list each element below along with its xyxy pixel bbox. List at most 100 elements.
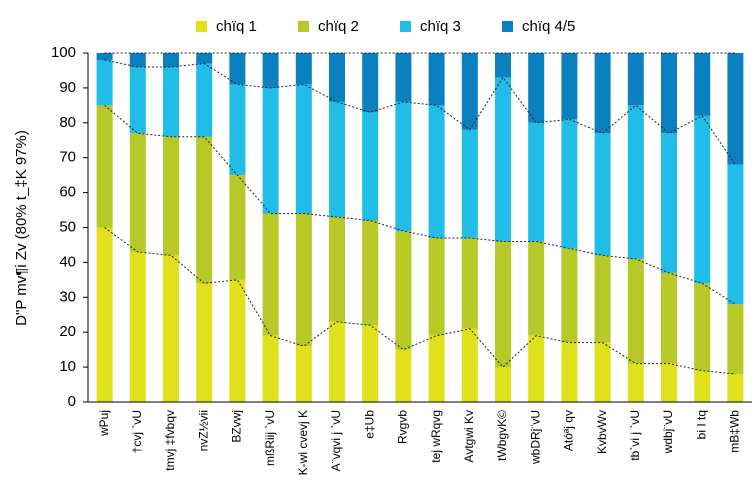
y-tick-label: 20 [59, 323, 76, 340]
bar-segment [96, 105, 113, 228]
bar-segment [362, 220, 379, 326]
bar-segment [295, 213, 312, 347]
bar-segment [461, 53, 478, 130]
y-tick-label: 100 [51, 44, 76, 61]
bar-segment [594, 342, 611, 402]
bar-segment [362, 325, 379, 402]
bar-segment [561, 342, 578, 402]
y-tick-label: 30 [59, 288, 76, 305]
bar-segment [528, 122, 545, 242]
bar-segment [362, 112, 379, 221]
x-tick-label: wPuj [97, 410, 111, 437]
bar-segment [461, 237, 478, 329]
bar-segment [461, 328, 478, 402]
bar-segment [295, 53, 312, 85]
bar-segment [129, 66, 146, 134]
bar-segment [461, 129, 478, 238]
legend-swatch [502, 21, 513, 32]
x-tick-label: BZvwj [230, 410, 244, 443]
legend-label: chïq 3 [420, 18, 461, 35]
bar-segment [594, 53, 611, 134]
x-tick-label: tmvj ‡fvbqv [163, 410, 177, 471]
x-tick-label: K-wi cvevj K [296, 410, 310, 475]
bar-segment [362, 53, 379, 113]
legend-label: chïq 1 [216, 18, 257, 35]
bar-segment [428, 335, 445, 402]
bar-segment [661, 363, 677, 402]
bar-segment [196, 283, 213, 402]
bar-segment [262, 335, 279, 402]
bar-segment [163, 255, 179, 402]
boundary-line [104, 59, 736, 165]
bar-segment [727, 53, 744, 165]
bar-segment [262, 213, 279, 336]
bar-segment [627, 53, 644, 106]
legend-swatch [400, 21, 411, 32]
x-tick-label: Atóªj qv [562, 410, 576, 451]
bar-segment [627, 105, 644, 259]
x-tick-label: nvZ½vii [196, 410, 210, 451]
bar-segment [395, 230, 412, 350]
bar-segment [561, 248, 578, 343]
bar-segment [694, 370, 711, 402]
bar-segment [196, 53, 213, 64]
legend-swatch [298, 21, 309, 32]
bar-segment [428, 105, 445, 238]
bar-segment [96, 227, 113, 402]
x-tick-label: †cvj `vU [130, 410, 144, 453]
bar-segment [229, 84, 246, 176]
x-tick-label: bi I tq [694, 410, 708, 439]
x-tick-label: wdbj¨vU [661, 410, 675, 454]
x-tick-label: KvbvWv [595, 410, 609, 454]
bar-segment [495, 53, 511, 78]
x-tick-label: e‡Ub [362, 410, 376, 439]
bar-segment [561, 53, 578, 120]
y-tick-label: 80 [59, 114, 76, 131]
legend-label: chïq 2 [318, 18, 359, 35]
y-tick-label: 90 [59, 79, 76, 96]
bar-segment [694, 115, 711, 284]
bar-segment [262, 53, 279, 88]
x-tick-label: tb`vi j `vU [628, 410, 642, 461]
bar-segment [428, 237, 445, 336]
bar-segment [727, 164, 744, 305]
legend-swatch [196, 21, 207, 32]
bar-segment [295, 346, 312, 402]
x-tick-label: wbDRj¨vU [528, 410, 542, 465]
bar-segment [129, 251, 146, 402]
x-tick-label: tWbgvK© [495, 410, 509, 461]
y-tick-label: 60 [59, 184, 76, 201]
x-tick-label: Avtgwi Kv [462, 410, 476, 462]
y-axis-label: D"P mv¶i Zv (80% t_‡K 97%) [13, 130, 30, 326]
bar-segment [561, 119, 578, 249]
bar-segment [528, 53, 545, 123]
bar-segment [495, 367, 511, 402]
bar-segment [395, 53, 412, 102]
bar-segment [229, 53, 246, 85]
bar-segment [196, 136, 213, 284]
bar-segment [395, 349, 412, 402]
bar-segment [694, 283, 711, 371]
bar-segment [395, 101, 412, 231]
bar-segment [129, 133, 146, 252]
bar-segment [727, 304, 744, 375]
y-tick-label: 10 [59, 358, 76, 375]
bar-segment [163, 66, 179, 137]
bar-segment [96, 59, 113, 106]
bar-segment [229, 279, 246, 402]
bar-segment [627, 258, 644, 364]
bar-segment [329, 321, 345, 402]
y-tick-label: 40 [59, 253, 76, 270]
y-tick-label: 50 [59, 218, 76, 235]
bar-segment [627, 363, 644, 402]
x-tick-label: mßRiij `vU [263, 410, 277, 466]
legend-label: chïq 4/5 [522, 18, 575, 35]
bar-segment [661, 272, 677, 364]
bar-segment [594, 133, 611, 256]
bar-segment [594, 255, 611, 343]
bar-segment [129, 53, 146, 67]
bar-segment [495, 77, 511, 242]
bar-segment [528, 335, 545, 402]
boundary-line [104, 227, 736, 375]
